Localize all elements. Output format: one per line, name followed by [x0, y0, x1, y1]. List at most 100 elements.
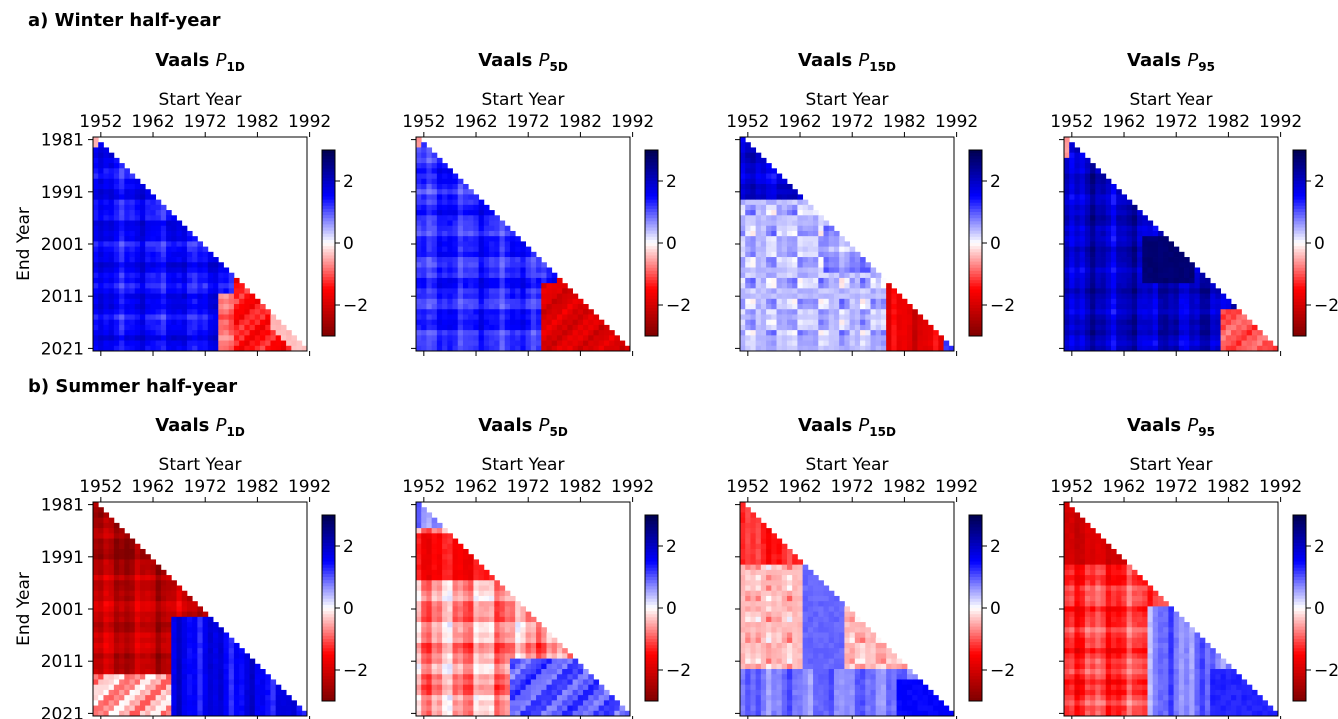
heatmap-cell: [98, 230, 104, 237]
heatmap-cell: [483, 335, 490, 341]
colorbar-segment: [969, 298, 982, 303]
heatmap-cell: [1121, 345, 1128, 352]
heatmap-cell: [494, 220, 500, 227]
heatmap-cell: [192, 293, 198, 300]
heatmap-cell: [286, 695, 292, 701]
heatmap-cell: [509, 236, 516, 242]
colorbar-segment: [645, 329, 658, 334]
colorbar-segment: [645, 267, 658, 272]
colorbar-segment: [322, 280, 335, 284]
heatmap-cell: [740, 330, 746, 336]
heatmap-cell: [1157, 251, 1164, 258]
heatmap-cell: [880, 298, 887, 305]
heatmap-cell: [468, 210, 474, 216]
heatmap-cell: [431, 564, 438, 571]
heatmap-cell: [1064, 246, 1070, 253]
heatmap-cell: [431, 178, 438, 185]
heatmap-cell: [139, 705, 146, 712]
heatmap-cell: [1064, 251, 1070, 258]
heatmap-cell: [223, 319, 230, 326]
heatmap-cell: [166, 293, 172, 300]
heatmap-cell: [833, 324, 840, 331]
heatmap-cell: [108, 632, 115, 639]
heatmap-cell: [207, 669, 214, 675]
heatmap-cell: [171, 611, 177, 618]
colorbar-segment: [322, 184, 335, 188]
heatmap-cell: [839, 304, 845, 310]
heatmap-cell: [186, 689, 193, 696]
heatmap-cell: [771, 204, 777, 211]
heatmap-cell: [145, 585, 151, 592]
heatmap-cell: [166, 236, 172, 242]
heatmap-cell: [750, 220, 757, 227]
heatmap-cell: [1168, 262, 1175, 268]
heatmap-cell: [98, 528, 104, 534]
heatmap-cell: [447, 257, 453, 263]
heatmap-cell: [1173, 246, 1180, 253]
heatmap-cell: [572, 309, 579, 315]
heatmap-cell: [1137, 324, 1143, 331]
heatmap-cell: [145, 590, 151, 597]
heatmap-cell: [421, 298, 427, 305]
heatmap-cell: [98, 215, 104, 221]
heatmap-cell: [473, 324, 480, 331]
heatmap-cell: [181, 700, 188, 706]
heatmap-cell: [113, 543, 120, 550]
heatmap-cell: [134, 210, 141, 216]
heatmap-cell: [197, 642, 204, 649]
heatmap-cell: [807, 298, 814, 305]
heatmap-cell: [171, 616, 177, 623]
heatmap-cell: [150, 585, 157, 592]
heatmap-cell: [776, 178, 783, 185]
heatmap-cell: [530, 319, 537, 326]
heatmap-cell: [202, 695, 209, 701]
heatmap-cell: [447, 335, 453, 341]
heatmap-cell: [1074, 283, 1081, 289]
heatmap-cell: [766, 246, 772, 253]
heatmap-cell: [844, 345, 851, 352]
colorbar-segment: [969, 255, 982, 259]
colorbar-segment: [322, 286, 335, 290]
heatmap-cell: [93, 590, 99, 597]
colorbar-segment: [645, 243, 658, 247]
heatmap-cell: [1199, 319, 1206, 326]
heatmap-cell: [98, 522, 104, 529]
heatmap-cell: [818, 220, 824, 227]
heatmap-cell: [93, 705, 99, 712]
heatmap-cell: [1069, 147, 1075, 154]
heatmap-cell: [171, 330, 177, 336]
heatmap-cell: [489, 288, 495, 294]
heatmap-cell: [280, 700, 287, 706]
heatmap-cell: [192, 319, 198, 326]
heatmap-cell: [1074, 309, 1081, 315]
heatmap-cell: [108, 236, 115, 242]
heatmap-cell: [1157, 272, 1164, 279]
heatmap-cell: [1262, 340, 1268, 347]
heatmap-cell: [870, 319, 877, 326]
heatmap-cell: [1257, 335, 1263, 341]
x-tick-label: 1962: [1102, 112, 1145, 132]
heatmap-cell: [119, 277, 125, 284]
heatmap-cell: [228, 330, 235, 336]
heatmap-cell: [603, 345, 610, 352]
heatmap-cell: [1116, 324, 1122, 331]
heatmap-cell: [766, 288, 772, 294]
heatmap-cell: [233, 695, 240, 701]
panel-title-var: P: [1187, 50, 1198, 71]
colorbar-segment: [1293, 171, 1306, 176]
heatmap-cell: [436, 622, 443, 628]
heatmap-cell: [421, 522, 427, 529]
heatmap-cell: [781, 241, 788, 248]
heatmap-cell: [473, 204, 480, 211]
colorbar-segment: [322, 583, 335, 587]
heatmap-cell: [1137, 298, 1143, 305]
heatmap-cell: [1189, 340, 1195, 347]
heatmap-cell: [176, 340, 183, 347]
heatmap-cell: [823, 272, 830, 279]
heatmap-cell: [108, 173, 115, 180]
heatmap-cell: [426, 210, 433, 216]
heatmap-cell: [1142, 340, 1148, 347]
heatmap-cell: [771, 257, 777, 263]
